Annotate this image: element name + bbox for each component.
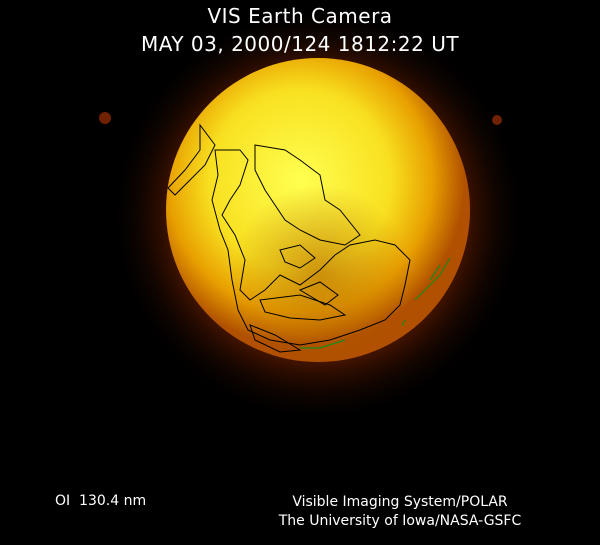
credit-block: Visible Imaging System/POLAR The Univers… [250,493,550,531]
credit-institution: The University of Iowa/NASA-GSFC [278,513,522,529]
star-spot [99,112,111,124]
wavelength-label: OI 130.4 nm [55,493,147,509]
star-spot [492,115,502,125]
credit-instrument: Visible Imaging System/POLAR [292,494,508,510]
image-timestamp: MAY 03, 2000/124 1812:22 UT [140,32,460,56]
auroral-region [230,185,410,365]
terminator-marks [300,257,451,349]
coastline-overlay [167,123,411,353]
image-title: VIS Earth Camera [207,4,393,28]
